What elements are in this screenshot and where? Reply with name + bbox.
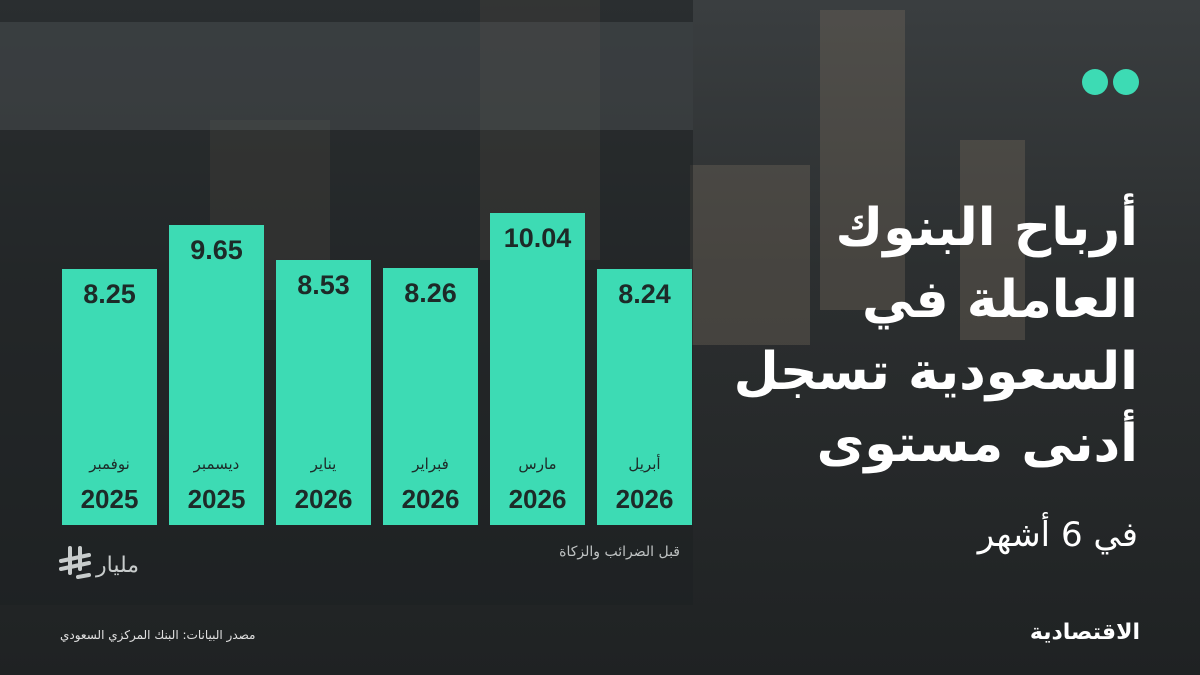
- x-tick-label: يناير: [310, 455, 337, 473]
- x-tick-year: 2025: [187, 484, 246, 514]
- bar: [383, 268, 478, 525]
- bar: [490, 213, 585, 525]
- x-tick-year: 2026: [294, 484, 353, 514]
- value-label: 8.26: [404, 278, 457, 309]
- value-label: 9.65: [190, 235, 243, 266]
- x-tick-year: 2026: [508, 484, 567, 514]
- note: قبل الضرائب والزكاة: [559, 544, 680, 560]
- title-line: أدنى مستوى: [816, 414, 1138, 474]
- value-label: 8.24: [618, 278, 671, 309]
- title-line: أرباح البنوك: [835, 198, 1138, 258]
- x-tick-label: نوفمبر: [89, 455, 130, 473]
- riyal-symbol: [59, 546, 91, 579]
- decor-dot: [1082, 69, 1108, 95]
- bar: [169, 225, 264, 525]
- unit-label: مليار: [96, 553, 140, 578]
- background-building: [690, 165, 810, 345]
- x-tick-label: ديسمبر: [193, 455, 240, 473]
- title-line: العاملة في: [862, 270, 1138, 330]
- x-tick-label: أبريل: [628, 455, 661, 473]
- background-building: [960, 140, 1025, 340]
- x-tick-year: 2025: [80, 484, 139, 514]
- value-label: 8.53: [297, 269, 350, 300]
- title-line: السعودية تسجل: [733, 342, 1138, 402]
- decor-dot: [1113, 69, 1139, 95]
- panel-band: [0, 22, 693, 130]
- bar: [597, 268, 692, 525]
- value-label: 8.25: [83, 278, 136, 309]
- brand-logo: الاقتصادية: [1029, 620, 1140, 645]
- value-label: 10.04: [503, 223, 572, 253]
- background-building: [820, 10, 905, 310]
- bar: [62, 268, 157, 525]
- x-tick-year: 2026: [615, 484, 674, 514]
- x-tick-label: مارس: [518, 455, 557, 473]
- bar: [276, 259, 371, 525]
- subtitle: في 6 أشهر: [977, 515, 1138, 555]
- source: مصدر البيانات: البنك المركزي السعودي: [60, 628, 256, 642]
- x-tick-year: 2026: [401, 484, 460, 514]
- x-tick-label: فبراير: [412, 455, 449, 473]
